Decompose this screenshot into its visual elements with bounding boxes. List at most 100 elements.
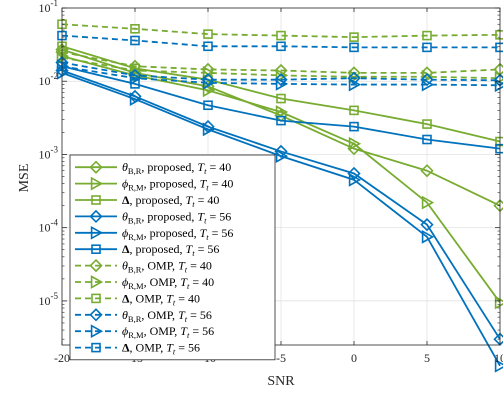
square-marker — [130, 35, 140, 46]
square-marker — [91, 244, 101, 254]
series-2 — [57, 41, 503, 147]
legend-label: Δ, proposed, Tt = 40 — [122, 193, 219, 209]
square-marker — [349, 32, 359, 42]
legend-item-2: Δ, proposed, Tt = 40 — [75, 193, 219, 209]
square-marker — [91, 342, 101, 353]
triangle-marker — [275, 149, 289, 163]
square-marker — [276, 115, 286, 126]
triangle-marker — [275, 105, 289, 119]
diamond-marker — [89, 160, 103, 174]
square-marker — [276, 30, 286, 41]
x-tick-label: -5 — [276, 351, 286, 365]
x-axis-label: SNR — [267, 374, 295, 389]
series-line — [61, 23, 501, 39]
triangle-marker — [348, 77, 362, 92]
triangle-marker — [202, 75, 216, 90]
series-line — [61, 34, 500, 49]
x-tick-label: 0 — [351, 351, 357, 365]
legend-label: ϕR,M, proposed, Tt = 40 — [122, 177, 233, 193]
square-marker — [422, 42, 432, 53]
triangle-marker — [129, 63, 143, 78]
square-marker — [422, 30, 432, 41]
legend-label: ϕR,M, proposed, Tt = 56 — [122, 226, 233, 242]
triangle-marker — [202, 83, 216, 98]
square-marker — [422, 134, 432, 145]
legend-item-0: θB,R, proposed, Tt = 40 — [75, 160, 231, 176]
x-tick-label: -20 — [54, 351, 70, 365]
y-tick-label: 10-1 — [39, 0, 59, 15]
legend-label: Δ, OMP, Tt = 56 — [122, 341, 200, 357]
series-line — [61, 65, 501, 150]
diamond-marker — [420, 164, 434, 178]
triangle-marker — [56, 50, 70, 65]
triangle-marker — [90, 176, 104, 191]
triangle-marker — [421, 77, 435, 92]
series-line — [61, 51, 501, 74]
legend-item-1: ϕR,M, proposed, Tt = 40 — [75, 177, 233, 193]
y-tick-label: 10-4 — [39, 218, 59, 235]
triangle-marker — [421, 195, 435, 210]
legend-label: Δ, OMP, Tt = 40 — [122, 291, 200, 307]
triangle-marker — [129, 71, 143, 86]
square-marker — [130, 23, 140, 34]
legend-item-9: θB,R, OMP, Tt = 56 — [75, 308, 212, 324]
square-marker — [349, 42, 359, 53]
diamond-marker — [420, 73, 434, 87]
x-tick-label: 5 — [424, 351, 430, 365]
square-marker — [203, 100, 213, 111]
series-8 — [57, 19, 503, 42]
triangle-marker — [56, 59, 70, 74]
series-line — [61, 65, 501, 87]
square-marker — [203, 29, 213, 39]
square-marker — [276, 93, 286, 104]
diamond-marker — [89, 308, 103, 322]
square-marker — [349, 105, 359, 116]
triangle-marker — [275, 77, 289, 91]
diamond-marker — [128, 59, 142, 73]
legend-item-8: Δ, OMP, Tt = 40 — [75, 291, 200, 307]
legend-label: ϕR,M, OMP, Tt = 56 — [122, 324, 214, 340]
series-layer — [55, 19, 503, 373]
triangle-marker — [348, 172, 362, 187]
series-line — [61, 72, 501, 367]
diamond-marker — [89, 209, 103, 224]
x-tick-label: 10 — [494, 351, 503, 365]
square-marker — [203, 41, 213, 52]
triangle-marker — [494, 78, 503, 93]
square-marker — [276, 41, 286, 52]
square-marker — [91, 195, 101, 205]
y-tick-label: 10-3 — [39, 144, 59, 161]
triangle-marker — [348, 136, 362, 151]
legend-label: θB,R, proposed, Tt = 56 — [122, 209, 231, 225]
triangle-marker — [90, 275, 104, 289]
triangle-marker — [202, 122, 216, 137]
triangle-marker — [421, 229, 435, 244]
diamond-marker — [420, 218, 434, 232]
triangle-marker — [129, 92, 143, 106]
triangle-marker — [275, 68, 289, 83]
square-marker — [422, 119, 432, 129]
legend-label: ϕR,M, OMP, Tt = 40 — [122, 275, 214, 291]
legend-item-5: Δ, proposed, Tt = 56 — [75, 242, 219, 258]
legend-box — [69, 154, 276, 361]
legend-item-6: θB,R, OMP, Tt = 40 — [75, 259, 212, 275]
series-10 — [56, 59, 503, 93]
triangle-marker — [90, 225, 104, 240]
legend-item-11: Δ, OMP, Tt = 56 — [75, 341, 200, 357]
legend-item-3: θB,R, proposed, Tt = 56 — [75, 209, 231, 225]
legend-item-4: ϕR,M, proposed, Tt = 56 — [75, 226, 233, 242]
diamond-marker — [89, 258, 103, 273]
legend-label: θB,R, proposed, Tt = 40 — [122, 160, 231, 176]
square-marker — [91, 293, 101, 304]
series-11 — [57, 30, 503, 53]
legend-item-7: ϕR,M, OMP, Tt = 40 — [75, 275, 214, 291]
triangle-marker — [494, 358, 503, 373]
y-tick-label: 10-2 — [39, 71, 59, 88]
legend-item-10: ϕR,M, OMP, Tt = 56 — [75, 324, 214, 340]
y-tick-label: 10-5 — [39, 291, 59, 308]
diamond-marker — [274, 73, 288, 87]
legend-label: θB,R, OMP, Tt = 56 — [122, 308, 212, 324]
legend-label: Δ, proposed, Tt = 56 — [122, 242, 219, 258]
